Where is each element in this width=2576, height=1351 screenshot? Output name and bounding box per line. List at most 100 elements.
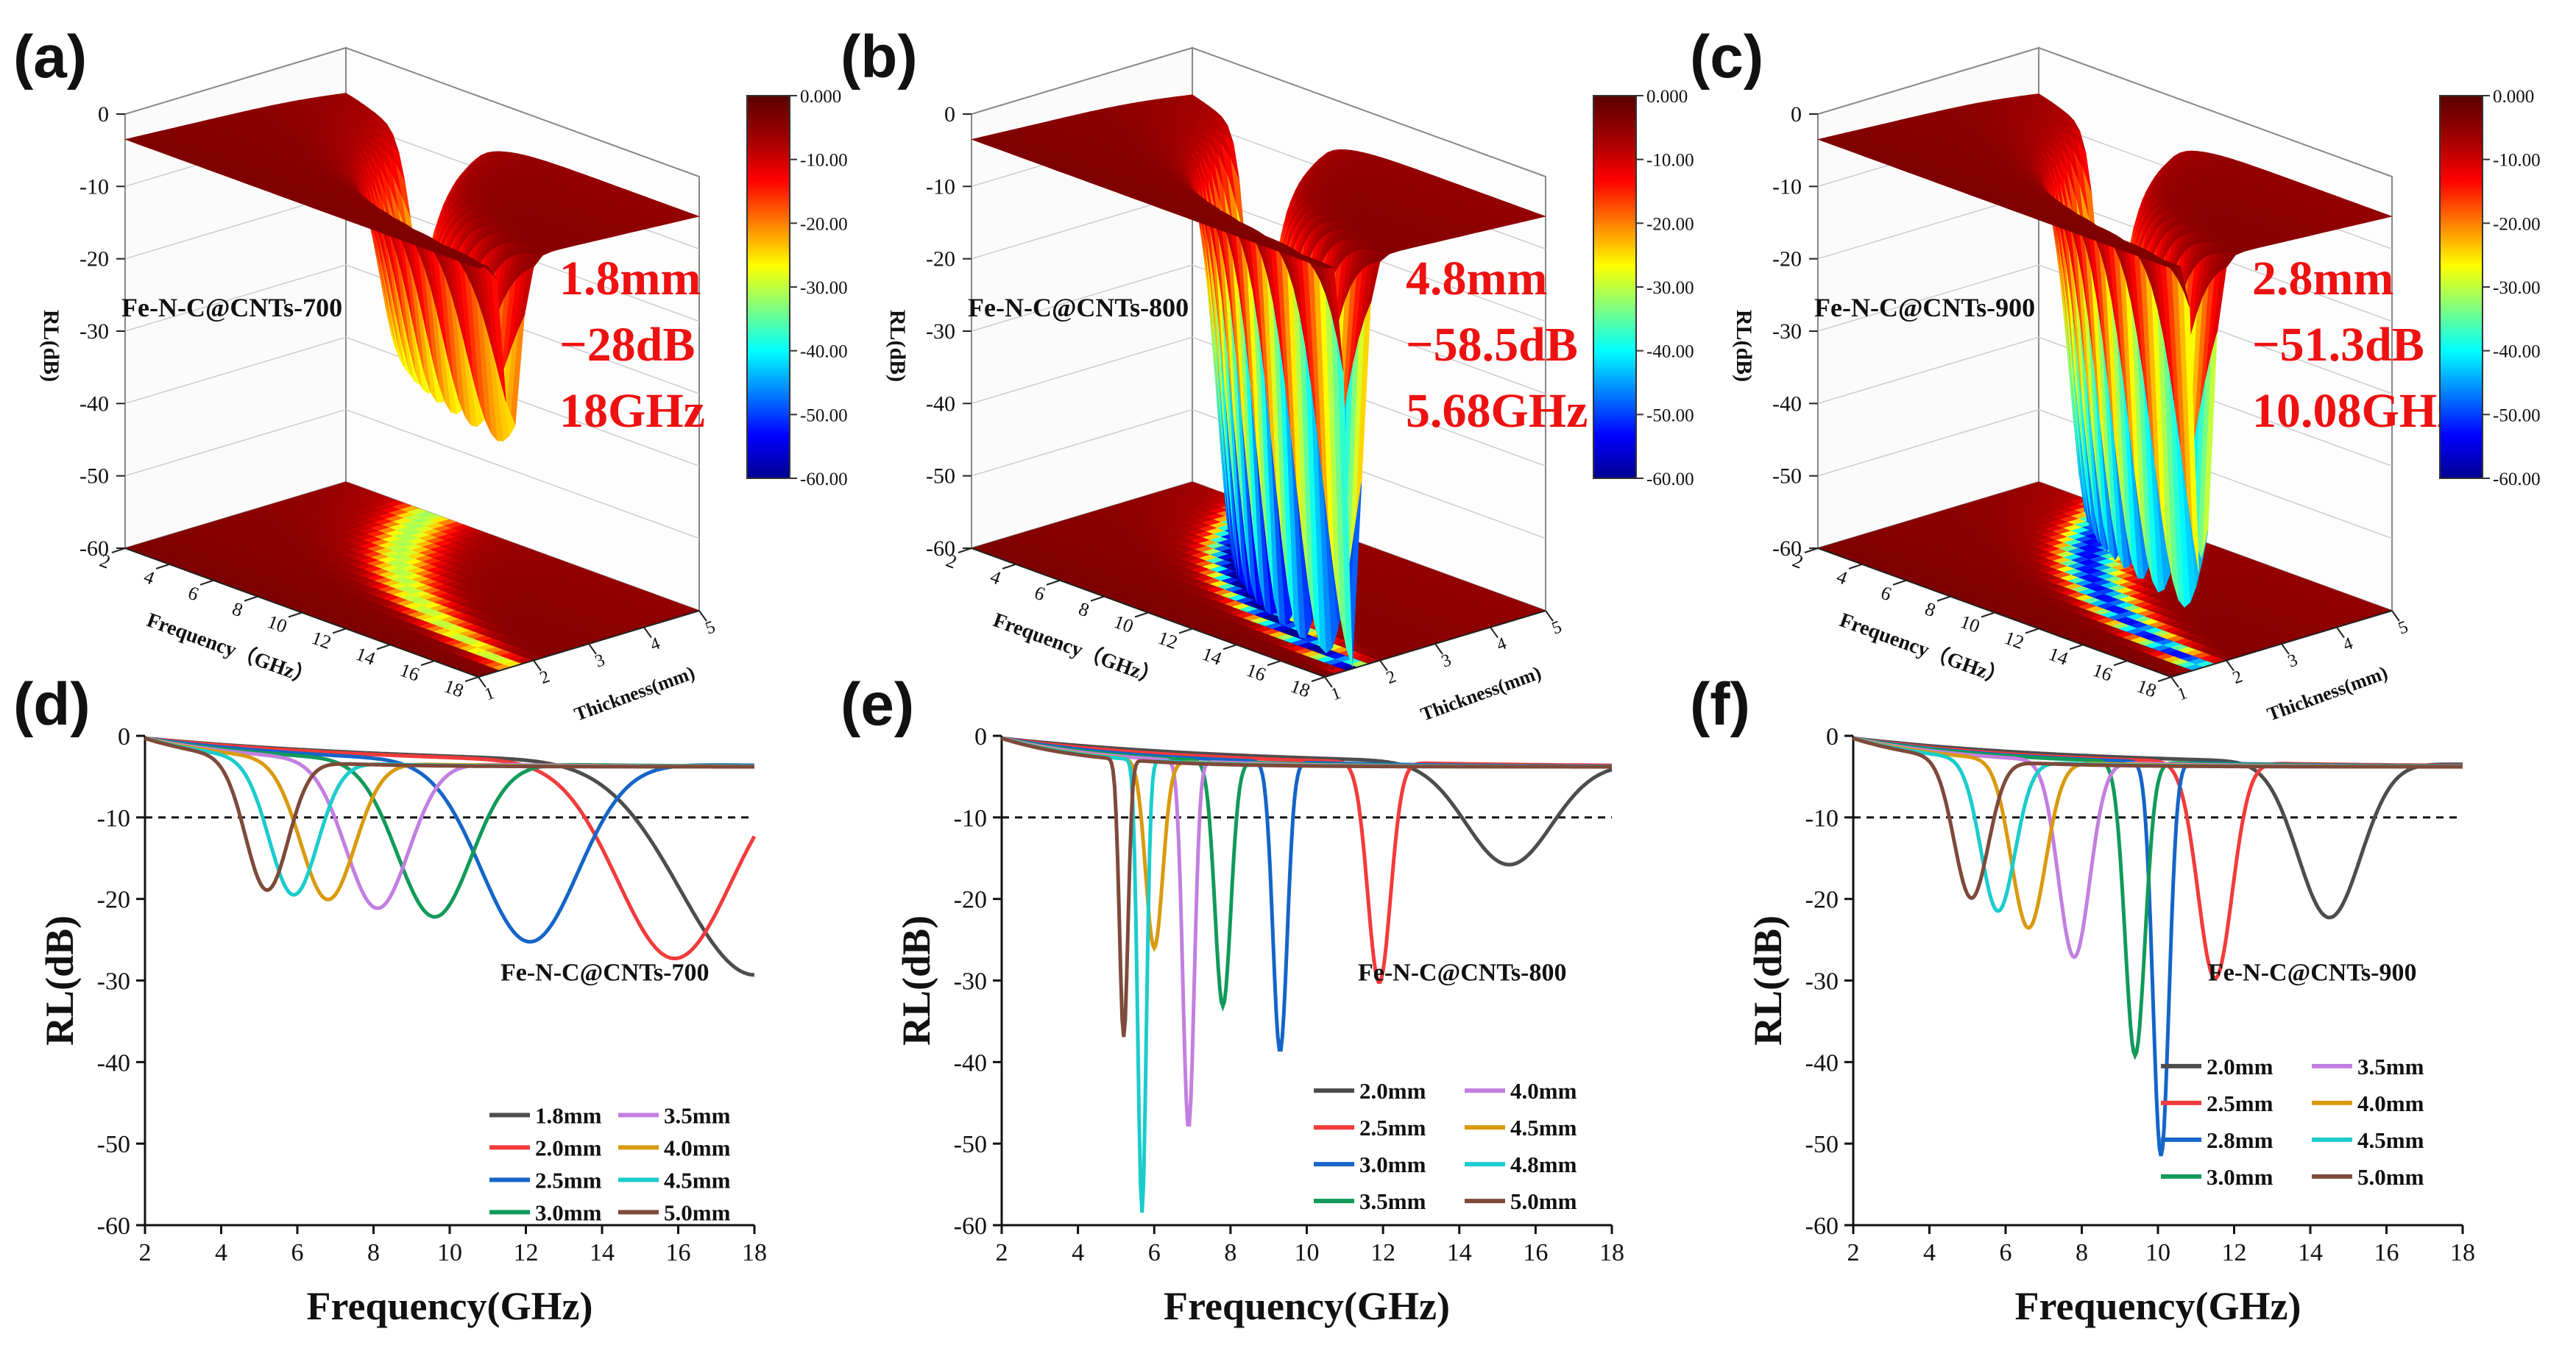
z-tick-label: -20 bbox=[1772, 247, 1802, 272]
freq-tick bbox=[1222, 644, 1237, 650]
panel-label-f: (f) bbox=[1690, 671, 1750, 738]
freq-tick bbox=[1311, 676, 1326, 682]
z-tick-label: -10 bbox=[1772, 174, 1802, 199]
colorbar-tick-label: 0.000 bbox=[800, 87, 841, 107]
thickness-tick-label: 1 bbox=[482, 684, 497, 705]
freq-tick-label: 12 bbox=[1156, 627, 1181, 653]
panel-label-a: (a) bbox=[13, 24, 87, 91]
freq-tick-label: 18 bbox=[1288, 675, 1313, 701]
thickness-tick-label: 3 bbox=[1439, 650, 1454, 672]
panel-label-b: (b) bbox=[841, 24, 918, 91]
colorbar-tick-label: -30.00 bbox=[1646, 278, 1694, 298]
freq-axis-label: Frequency（GHz） bbox=[144, 607, 317, 690]
z-tick-label: -30 bbox=[926, 319, 955, 344]
wall-grid-line bbox=[124, 408, 700, 539]
z-tick-label: -50 bbox=[1772, 464, 1802, 489]
thickness-axis-label: Thickness(mm) bbox=[1418, 662, 1543, 725]
z-tick-label: -30 bbox=[1772, 319, 1802, 344]
surface-panel-a: 0-10-20-30-40-50-60RL(dB)24681012141618F… bbox=[39, 46, 848, 726]
floor-heatmap bbox=[124, 481, 701, 678]
z-tick-label: 0 bbox=[944, 102, 955, 127]
colorbar-tick-label: -60.00 bbox=[1646, 469, 1694, 489]
freq-tick bbox=[376, 644, 391, 650]
freq-tick-label: 14 bbox=[1200, 643, 1225, 670]
colorbar-tick-label: -50.00 bbox=[800, 405, 848, 425]
freq-tick-label: 16 bbox=[397, 659, 422, 686]
surface-panel-c: 0-10-20-30-40-50-60RL(dB)24681012141618F… bbox=[1732, 46, 2541, 726]
z-tick-label: -20 bbox=[926, 247, 955, 272]
freq-tick bbox=[199, 579, 214, 586]
freq-tick-label: 14 bbox=[353, 643, 378, 670]
rl-surface bbox=[124, 93, 701, 442]
colorbar-tick-label: -10.00 bbox=[800, 151, 848, 171]
z-tick-label: 0 bbox=[1791, 102, 1802, 127]
sample-label: Fe-N-C@CNTs-700 bbox=[121, 293, 342, 322]
z-tick-label: 0 bbox=[98, 102, 109, 127]
wall-grid-line bbox=[124, 336, 700, 467]
freq-tick bbox=[1046, 579, 1061, 586]
z-axis-label: RL(dB) bbox=[885, 310, 910, 382]
freq-tick bbox=[464, 676, 479, 682]
z-tick-label: -50 bbox=[926, 464, 955, 489]
annotation-line: 1.8mm bbox=[559, 252, 701, 305]
z-tick-label: -20 bbox=[79, 247, 109, 272]
freq-tick bbox=[1134, 611, 1149, 618]
freq-tick bbox=[1002, 563, 1016, 570]
surface-panel-b: 0-10-20-30-40-50-60RL(dB)24681012141618F… bbox=[885, 46, 1694, 726]
freq-tick bbox=[244, 595, 258, 602]
colorbar-tick-label: 0.000 bbox=[1646, 87, 1688, 107]
z-tick-label: -40 bbox=[926, 391, 955, 416]
freq-tick bbox=[420, 660, 435, 667]
freq-tick-label: 4 bbox=[988, 566, 1004, 589]
thickness-tick-label: 2 bbox=[537, 667, 552, 689]
freq-tick-label: 10 bbox=[265, 611, 290, 637]
colorbar-tick-label: -40.00 bbox=[800, 342, 848, 362]
thickness-tick-label: 5 bbox=[703, 617, 718, 639]
z-axis-label: RL(dB) bbox=[1732, 310, 1756, 382]
freq-tick bbox=[155, 563, 170, 570]
thickness-tick-label: 3 bbox=[592, 650, 607, 672]
z-tick-label: -50 bbox=[79, 464, 109, 489]
z-tick-label: -60 bbox=[79, 536, 109, 561]
annotation-line: 4.8mm bbox=[1406, 252, 1547, 305]
colorbar-tick-label: -40.00 bbox=[1646, 342, 1694, 362]
thickness-tick-label: 1 bbox=[1328, 684, 1343, 705]
freq-tick-label: 12 bbox=[309, 627, 334, 653]
colorbar-tick-label: -30.00 bbox=[800, 278, 848, 298]
colorbar bbox=[746, 95, 790, 479]
panel-label-e: (e) bbox=[841, 671, 914, 738]
colorbar-tick-label: -20.00 bbox=[1646, 214, 1694, 234]
freq-tick-label: 10 bbox=[1111, 611, 1136, 637]
panel-label-d: (d) bbox=[13, 671, 91, 738]
freq-axis-label: Frequency（GHz） bbox=[990, 607, 1164, 690]
colorbar-tick-label: -10.00 bbox=[1646, 151, 1694, 171]
freq-tick-label: 18 bbox=[442, 675, 467, 701]
annotation-line: 5.68GHz bbox=[1406, 384, 1588, 438]
freq-tick-label: 4 bbox=[141, 566, 158, 589]
z-tick-label: -10 bbox=[926, 174, 955, 199]
z-axis-label: RL(dB) bbox=[39, 310, 63, 382]
freq-tick-label: 8 bbox=[230, 598, 246, 622]
freq-tick bbox=[1267, 660, 1281, 667]
z-tick-label: -40 bbox=[79, 391, 109, 416]
freq-tick bbox=[332, 628, 347, 634]
freq-tick-label: 6 bbox=[1032, 582, 1048, 606]
freq-tick-label: 16 bbox=[1244, 659, 1269, 686]
z-tick-label: -30 bbox=[79, 319, 109, 344]
thickness-tick-label: 4 bbox=[648, 634, 662, 656]
z-tick-label: -10 bbox=[79, 174, 109, 199]
annotation-line: 18GHz bbox=[559, 384, 705, 438]
panel-label-c: (c) bbox=[1690, 24, 1763, 91]
freq-tick-label: 8 bbox=[1076, 598, 1092, 622]
freq-tick bbox=[288, 611, 302, 618]
colorbar-tick-label: -20.00 bbox=[800, 214, 848, 234]
freq-tick bbox=[1090, 595, 1105, 602]
thickness-axis-label: Thickness(mm) bbox=[571, 662, 697, 725]
colorbar-tick-label: -60.00 bbox=[800, 469, 848, 489]
thickness-tick-label: 5 bbox=[1549, 617, 1564, 639]
freq-tick-label: 6 bbox=[185, 582, 202, 606]
thickness-tick-label: 4 bbox=[1494, 634, 1509, 656]
colorbar bbox=[1593, 95, 1637, 479]
annotation-line: −28dB bbox=[559, 318, 695, 372]
